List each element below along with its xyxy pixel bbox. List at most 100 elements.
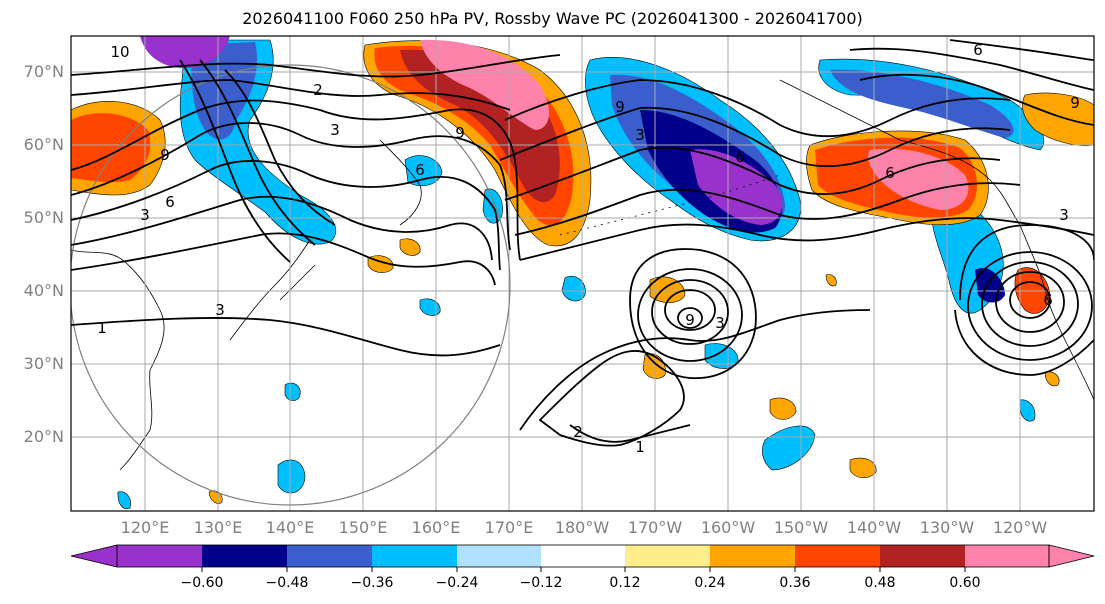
- lat-label-60n: 60°N: [23, 135, 64, 154]
- lon-label-130w: 130°W: [919, 518, 975, 537]
- lon-label-140w: 140°W: [846, 518, 902, 537]
- colorbar-tick-label: −0.12: [519, 575, 563, 591]
- lat-label-20n: 20°N: [23, 427, 64, 446]
- contour-line: [954, 309, 1094, 376]
- lat-label-50n: 50°N: [23, 208, 64, 227]
- contour-labels: 10 2 3 6 9 3 6 9 1 3 9 3 6 6 1 2 9 3 3 6…: [97, 41, 1080, 456]
- lon-label-120w: 120°W: [992, 518, 1048, 537]
- colorbar-segment: [287, 545, 372, 567]
- contour-label: 3: [715, 314, 725, 332]
- contour-label: 3: [1059, 206, 1069, 224]
- navy-region-northeast: [830, 69, 1014, 138]
- contour-label: 3: [215, 301, 225, 319]
- contour-line: [71, 160, 501, 271]
- lon-label-150w: 150°W: [773, 518, 829, 537]
- red-region-northwest: [71, 113, 151, 183]
- colorbar-segment: [710, 545, 795, 567]
- colorbar-tick-label: 0.24: [694, 575, 726, 591]
- lat-label-40n: 40°N: [23, 281, 64, 300]
- contour-ring: [637, 268, 743, 362]
- contour-ring: [981, 261, 1079, 347]
- contour-line: [519, 309, 871, 431]
- colorbar-segment-lowest: [70, 544, 118, 568]
- contour-line: [71, 99, 521, 261]
- colorbar-segment: [541, 545, 625, 567]
- contour-label: 1: [635, 438, 645, 456]
- blue-patch-7: [284, 382, 301, 401]
- contour-line: [538, 350, 685, 447]
- contour-ring: [1009, 281, 1051, 319]
- colorbar-segment: [625, 545, 710, 567]
- contour-line: [959, 224, 1094, 301]
- colorbar-tick-label: 0.48: [864, 575, 896, 591]
- contour-line: [71, 122, 511, 251]
- blue-patch-3: [561, 275, 586, 302]
- map-border: [70, 35, 1095, 512]
- pink-region-north-pacific: [420, 39, 550, 131]
- colorbar-segment: [880, 545, 965, 567]
- orange-patch-3: [769, 397, 797, 420]
- colorbar-tick-label: −0.36: [350, 575, 394, 591]
- orange-patch-9: [825, 274, 837, 287]
- pink-region-gulf-of-alaska: [868, 148, 969, 210]
- purple-region-northwest: [140, 36, 230, 69]
- colorbar-segment-highest: [1048, 544, 1095, 568]
- coastline-kamchatka: [379, 139, 422, 226]
- contour-line: [71, 195, 493, 261]
- contour-label: 9: [1070, 94, 1080, 112]
- contour-ring: [651, 279, 729, 345]
- colorbar-segment: [372, 545, 457, 567]
- positive-pv-shading: [71, 39, 1094, 504]
- orange-region-northeast: [1022, 92, 1094, 146]
- orange-patch-1: [649, 276, 686, 303]
- contour-line: [514, 182, 1021, 236]
- contour-line: [504, 79, 1011, 138]
- contour-label: 6: [165, 193, 175, 211]
- contour-label: 6: [415, 161, 425, 179]
- contour-ring: [967, 251, 1093, 361]
- contour-label: 9: [685, 311, 695, 329]
- orange-patch-6: [399, 238, 421, 256]
- colorbar-segment: [457, 545, 541, 567]
- orange-patch-7: [1044, 371, 1060, 387]
- lat-label-70n: 70°N: [23, 62, 64, 81]
- contour-line: [71, 79, 511, 111]
- lon-label-120e: 120°E: [120, 518, 170, 537]
- lon-label-140e: 140°E: [265, 518, 315, 537]
- contour-line: [71, 317, 501, 357]
- colorbar: [70, 544, 1095, 572]
- contour-line: [71, 54, 561, 78]
- colorbar-tick-label: −0.48: [265, 575, 309, 591]
- coastline-asia: [71, 249, 165, 471]
- orange-patch-8: [208, 490, 223, 504]
- map-title: 2026041100 F060 250 hPa PV, Rossby Wave …: [242, 9, 863, 28]
- colorbar-segment: [795, 545, 880, 567]
- orange-patch-4: [849, 457, 877, 479]
- pv-contours: [71, 39, 1094, 447]
- colorbar-border: [116, 544, 1050, 568]
- contour-ring: [664, 289, 716, 331]
- contour-label: 3: [330, 121, 340, 139]
- lon-label-130e: 130°E: [193, 518, 243, 537]
- contour-line: [71, 232, 496, 286]
- contour-label: 2: [573, 423, 583, 441]
- contour-label: 9: [455, 124, 465, 142]
- colorbar-tick-label: 0.60: [949, 575, 981, 591]
- contour-label: 6: [885, 164, 895, 182]
- contour-line: [569, 424, 691, 443]
- contour-line: [519, 217, 1094, 261]
- contour-line: [199, 59, 316, 246]
- contour-label: 1: [97, 319, 107, 337]
- contour-label: 9: [615, 98, 625, 116]
- coastline-alaska: [779, 79, 1021, 226]
- blue-patch-8: [1019, 399, 1036, 422]
- contour-line: [224, 69, 336, 226]
- blue-patch-10: [117, 491, 131, 510]
- contour-label: 10: [110, 43, 129, 61]
- contour-label: 3: [635, 126, 645, 144]
- colorbar-segment: [117, 545, 202, 567]
- contour-label: 2: [313, 81, 323, 99]
- coastline-japan: [229, 239, 316, 341]
- contour-label: 6: [735, 148, 745, 166]
